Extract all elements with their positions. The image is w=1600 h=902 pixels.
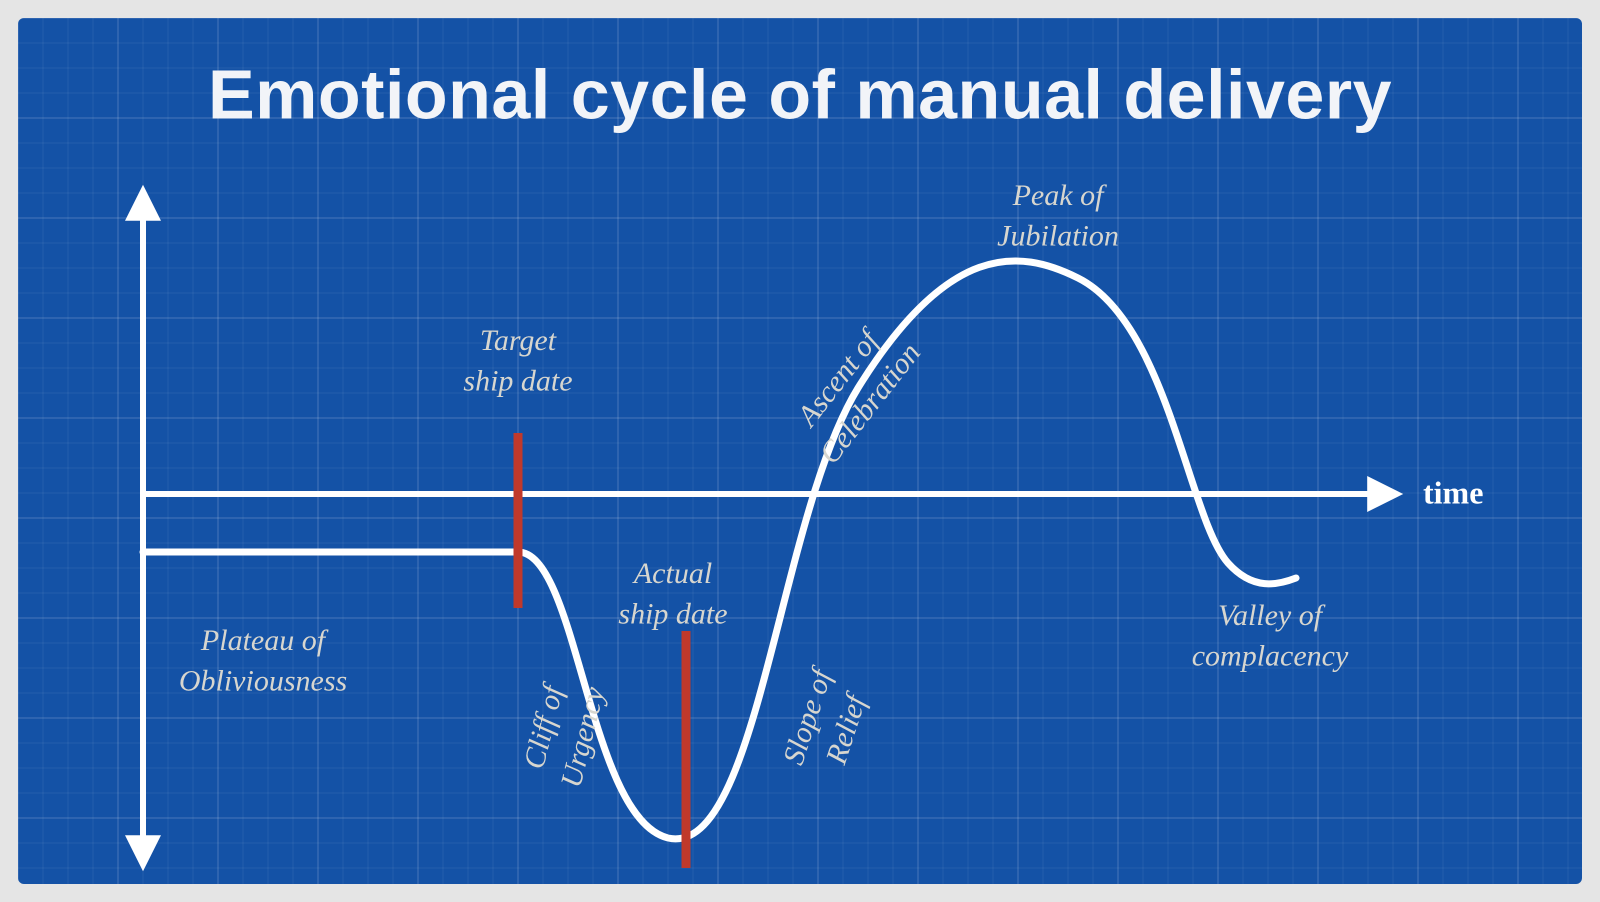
blueprint-panel: Emotional cycle of manual delivery time	[18, 18, 1582, 884]
annotation-valley-line2: complacency	[1192, 639, 1349, 672]
annotation-target_ship_date-line1: Target	[480, 324, 557, 357]
chart-title: Emotional cycle of manual delivery	[208, 55, 1392, 133]
annotation-peak-line1: Peak of	[1012, 179, 1107, 212]
annotation-target_ship_date-line2: ship date	[463, 364, 572, 397]
annotation-plateau-line2: Obliviousness	[179, 664, 347, 697]
annotation-peak-line2: Jubilation	[997, 219, 1119, 252]
annotation-valley-line1: Valley of	[1218, 599, 1326, 632]
x-axis-label: time	[1423, 474, 1483, 510]
annotation-plateau-line1: Plateau of	[200, 624, 329, 657]
diagram-svg: Emotional cycle of manual delivery time	[18, 18, 1582, 884]
annotation-actual_ship_date-line2: ship date	[618, 597, 727, 630]
annotation-actual_ship_date-line1: Actual	[632, 557, 712, 590]
